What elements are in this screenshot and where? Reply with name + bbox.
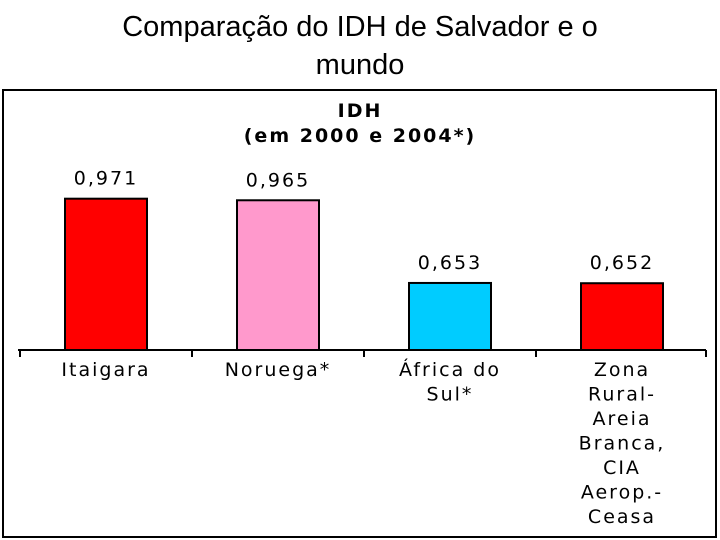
data-label: 0,965 (246, 169, 310, 191)
category-label: Ceasa (588, 506, 656, 528)
data-label: 0,971 (74, 168, 138, 190)
category-label: Branca, (579, 433, 666, 455)
category-label: África do (399, 358, 501, 381)
slide-title: Comparação do IDH de Salvador e o mundo (40, 8, 680, 84)
category-label: Noruega* (225, 359, 332, 381)
data-label: 0,652 (590, 252, 654, 274)
bar (64, 197, 148, 351)
bar (580, 282, 664, 351)
category-label: Sul* (427, 384, 474, 406)
chart-subtitle: (em 2000 e 2004*) (244, 125, 476, 147)
category-label: Itaigara (61, 359, 150, 381)
category-label: Zona (594, 359, 650, 381)
category-label: Rural- (588, 384, 656, 406)
bar (408, 281, 492, 351)
data-label: 0,653 (418, 252, 482, 274)
chart-title: IDH (338, 100, 383, 122)
slide-title-line-2: mundo (315, 49, 405, 81)
category-label: Aerop.- (581, 482, 663, 504)
idh-bar-chart: IDH (em 2000 e 2004*) 0,971 Itaigara 0,965… (2, 89, 717, 538)
slide-title-line-1: Comparação do IDH de Salvador e o (122, 11, 598, 43)
category-label: CIA (603, 457, 641, 479)
category-label: Areia (592, 408, 651, 430)
bar (236, 199, 320, 352)
